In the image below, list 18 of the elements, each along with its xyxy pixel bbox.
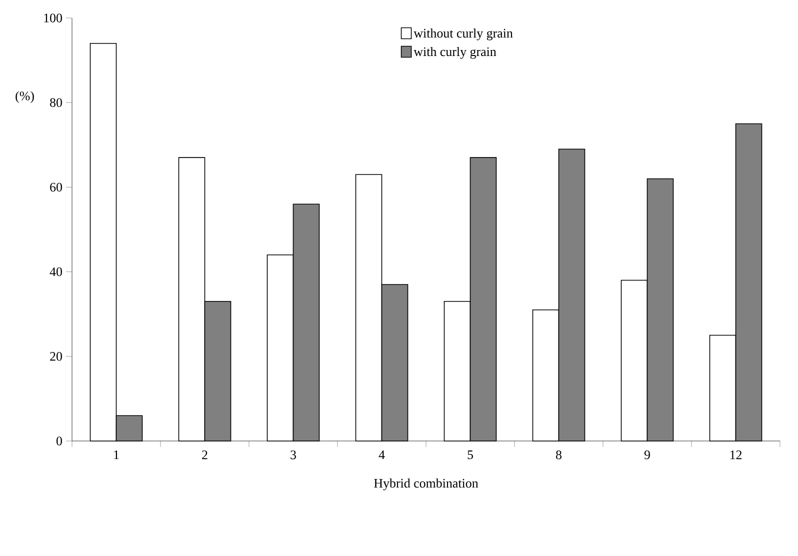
x-tick-label: 9 — [644, 450, 650, 460]
y-tick-label: 20 — [50, 352, 62, 361]
x-tick-label: 1 — [114, 450, 119, 460]
y-tick-label: 80 — [50, 98, 62, 107]
legend-label: without curly grain — [414, 28, 513, 40]
legend-label: with curly grain — [414, 46, 496, 59]
x-tick-label: 2 — [202, 450, 208, 460]
x-tick-label: 3 — [290, 450, 296, 460]
x-tick-label: 12 — [730, 450, 742, 460]
y-tick-label: 60 — [50, 182, 62, 192]
x-tick-label: 8 — [556, 450, 562, 460]
y-tick-label: 40 — [50, 267, 62, 276]
y-tick-label: 100 — [44, 14, 62, 22]
y-tick-label: 0 — [56, 436, 62, 446]
x-tick-label: 5 — [468, 450, 473, 460]
y-axis-title: (%) — [16, 91, 34, 103]
x-axis-title: Hybrid combination — [374, 478, 478, 490]
x-tick-label: 4 — [378, 450, 385, 460]
